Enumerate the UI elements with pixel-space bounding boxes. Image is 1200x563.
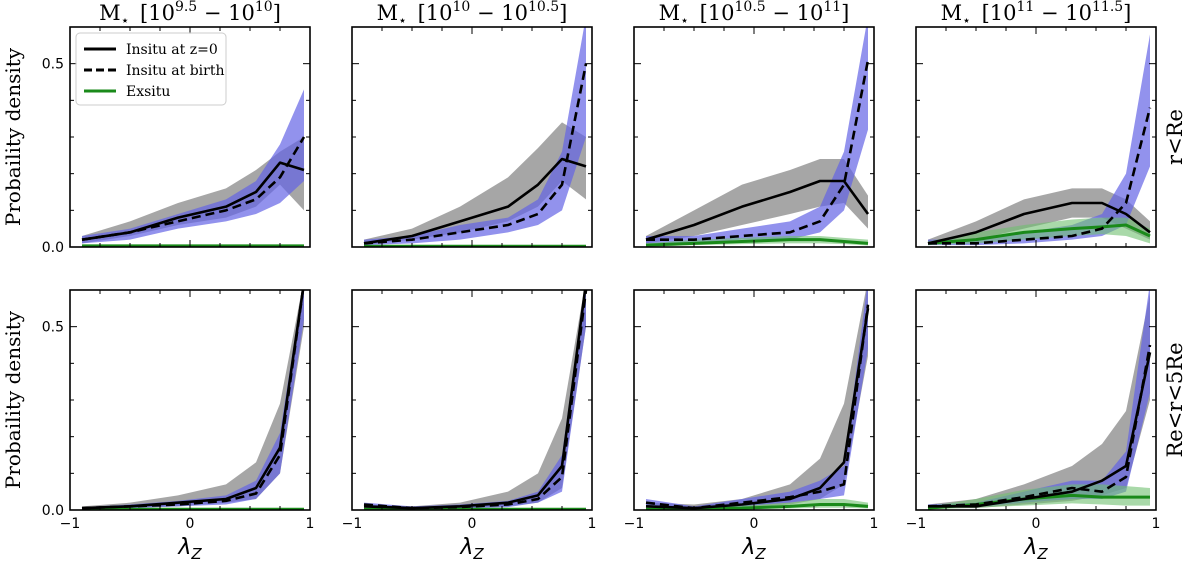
- x-tick-label: 1: [588, 516, 597, 532]
- insitu-birth-band: [646, 290, 868, 509]
- insitu-birth-line: [927, 344, 1152, 508]
- panel-r0-c3: [915, 26, 1157, 248]
- plot-area: [645, 27, 870, 247]
- insitu-birth-band: [928, 290, 1150, 509]
- y-tick-label: 0.0: [42, 503, 64, 519]
- plot-area: [645, 290, 870, 510]
- column-title: M⋆ [109.5 − 1010]: [99, 0, 281, 29]
- panel-r1-c2: −1 0 1 λZ: [624, 289, 879, 563]
- y-tick-label: 0.0: [42, 240, 64, 256]
- row-labels: r<Re Re<r<5Re: [1163, 109, 1187, 457]
- y-axis-labels: Probaility density Probaility density: [1, 47, 25, 489]
- column-title: M⋆ [1010.5 − 1011]: [659, 0, 850, 29]
- x-tick-label: 0: [1032, 516, 1041, 532]
- panel-r1-c1: −1 0 1 λZ: [342, 289, 597, 563]
- x-axis-label: λZ: [1023, 535, 1048, 563]
- panel-r0-c2: [633, 26, 875, 248]
- x-axis-label: λZ: [459, 535, 484, 563]
- row-label: Re<r<5Re: [1163, 342, 1187, 457]
- ticks: [633, 26, 875, 248]
- insitu-birth-band: [82, 89, 304, 244]
- insitu-birth-line: [363, 63, 588, 245]
- x-tick-label: 1: [1152, 516, 1161, 532]
- insitu-z0-line: [927, 201, 1151, 245]
- column-titles: M⋆ [109.5 − 1010] M⋆ [1010 − 1010.5] M⋆ [1…: [99, 0, 1131, 29]
- x-tick-label: 1: [870, 516, 879, 532]
- insitu-birth-band: [364, 290, 586, 510]
- ticks: [351, 289, 593, 511]
- panel-r1-c3: −1 0 1 λZ: [906, 289, 1161, 563]
- insitu-birth-line: [646, 59, 870, 241]
- x-tick-label: 0: [468, 516, 477, 532]
- x-tick-label: −1: [60, 516, 81, 532]
- column-title: M⋆ [1011 − 1011.5]: [941, 0, 1132, 29]
- x-axis-label: λZ: [177, 535, 202, 563]
- plot-area: [81, 89, 306, 247]
- panel-r0-c1: [351, 26, 593, 248]
- y-axis-label: Probaility density: [1, 47, 25, 226]
- x-tick-label: 0: [186, 516, 195, 532]
- ticks: [69, 26, 311, 248]
- panel-r0-c0: 0.0 0.5: [42, 26, 311, 256]
- ticks: [69, 289, 311, 511]
- x-tick-label: 1: [306, 516, 315, 532]
- ticks: [915, 26, 1157, 248]
- column-title: M⋆ [1010 − 1010.5]: [377, 0, 568, 29]
- legend-box: [75, 32, 227, 106]
- panel-r1-c0: 0.0 0.5 −1 0 1 λZ: [42, 289, 315, 563]
- insitu-z0-line: [363, 157, 587, 245]
- panels: 0.0 0.5 0.0 0.5 −1 0 1 λZ −1 0 1 λZ −1 0 1 λZ −1 0 1 λZ: [42, 26, 1161, 563]
- x-tick-label: −1: [342, 516, 363, 532]
- legend-label: Exsitu: [126, 84, 170, 100]
- ticks: [915, 289, 1157, 511]
- ticks: [633, 289, 875, 511]
- plot-area: [927, 290, 1152, 510]
- legend-label: Insitu at birth: [126, 63, 225, 79]
- y-axis-label: Probaility density: [1, 310, 25, 489]
- plot-area: [927, 34, 1152, 246]
- insitu-birth-band: [82, 290, 304, 509]
- plot-area: [81, 290, 305, 510]
- plot-area: [363, 290, 588, 510]
- x-tick-label: −1: [906, 516, 927, 532]
- insitu-z0-band: [928, 293, 1150, 509]
- y-tick-label: 0.5: [42, 320, 64, 336]
- ticks: [351, 26, 593, 248]
- insitu-z0-line: [645, 179, 870, 241]
- y-tick-label: 0.5: [42, 57, 64, 73]
- x-axis-label: λZ: [741, 535, 766, 563]
- row-label: r<Re: [1163, 109, 1187, 165]
- x-tick-label: −1: [624, 516, 645, 532]
- legend-label: Insitu at z=0: [126, 42, 218, 58]
- plot-area: [363, 27, 588, 247]
- insitu-birth-line: [81, 136, 306, 241]
- insitu-z0-band: [364, 122, 586, 246]
- exsitu-line: [927, 223, 1151, 245]
- legend: Insitu at z=0 Insitu at birth Exsitu: [75, 32, 227, 106]
- x-tick-label: 0: [750, 516, 759, 532]
